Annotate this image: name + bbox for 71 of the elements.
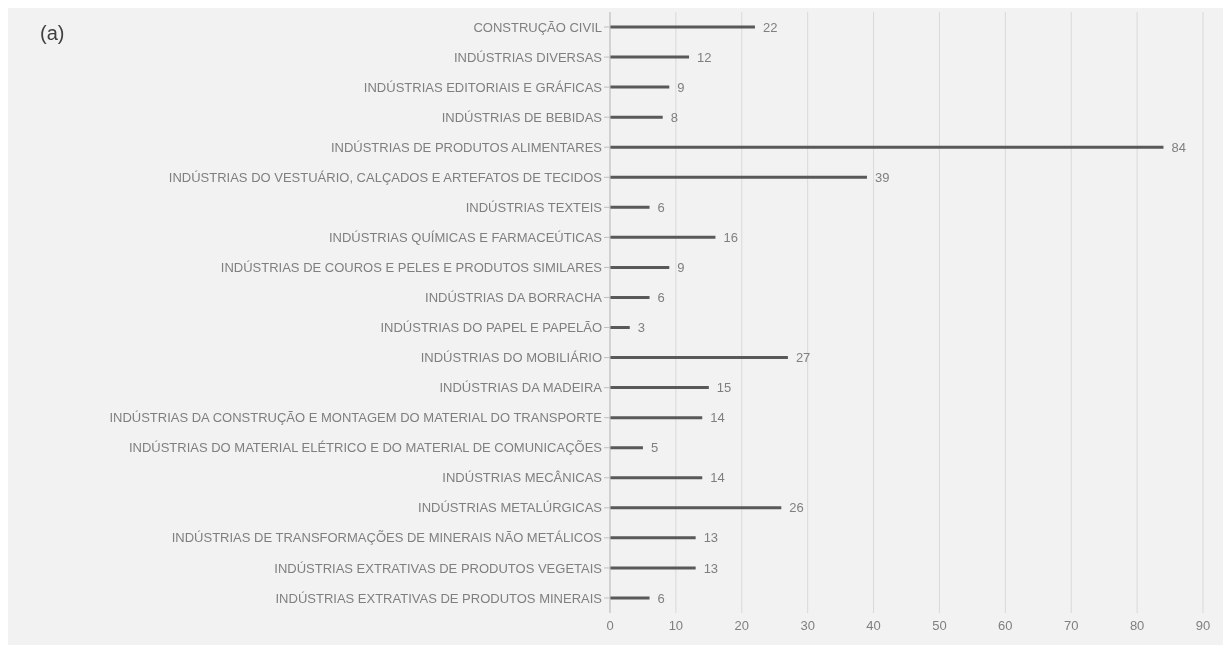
data-label: 6 <box>657 590 665 606</box>
data-label: 5 <box>650 440 659 456</box>
x-tick-label: 80 <box>1129 618 1145 634</box>
data-label: 3 <box>637 320 645 336</box>
y-tick-label: INDÚSTRIAS METALÚRGICAS <box>418 500 603 516</box>
bar <box>610 326 630 330</box>
bar <box>610 85 670 89</box>
y-tick-label: INDÚSTRIAS TEXTEIS <box>465 199 603 215</box>
text: (a) <box>40 22 65 45</box>
data-label: 39 <box>874 169 890 185</box>
y-tick-label: INDÚSTRIAS DO MATERIAL ELÉTRICO E DO MATERIAL DE COMUNICAÇÕES <box>128 440 603 456</box>
data-label: 8 <box>670 109 678 125</box>
bar <box>610 566 696 570</box>
x-tick-label: 50 <box>932 618 947 634</box>
bar <box>610 506 782 510</box>
x-tick-label: 0 <box>606 618 614 634</box>
y-tick-label: INDÚSTRIAS EXTRATIVAS DE PRODUTOS VEGETAIS <box>274 560 603 576</box>
bar <box>610 386 709 390</box>
data-label: 9 <box>677 260 685 276</box>
bar <box>610 356 788 360</box>
y-tick-label: INDÚSTRIAS EXTRATIVAS DE PRODUTOS MINERAIS <box>275 590 603 606</box>
y-tick-label: INDÚSTRIAS DA CONSTRUÇÃO E MONTAGEM DO MATERIAL DO TRANSPORTE <box>109 410 603 426</box>
data-label: 22 <box>762 19 778 35</box>
bar <box>610 476 703 480</box>
y-tick-label: INDÚSTRIAS QUÍMICAS E FARMACEÚTICAS <box>328 229 603 245</box>
bar <box>610 596 650 600</box>
bar <box>610 446 643 450</box>
y-tick-label: INDÚSTRIAS DE COUROS E PELES E PRODUTOS SIMILARES <box>220 260 603 276</box>
bar <box>610 25 755 29</box>
bar <box>610 175 867 179</box>
data-label: 13 <box>703 530 719 546</box>
y-tick-label: INDÚSTRIAS DO PAPEL E PAPELÃO <box>380 320 602 336</box>
bar <box>610 205 650 209</box>
data-label: 9 <box>677 79 685 95</box>
y-tick-label: INDÚSTRIAS MECÂNICAS <box>442 470 603 486</box>
bar <box>610 416 703 420</box>
y-tick-label: INDÚSTRIAS EDITORIAIS E GRÁFICAS <box>363 79 603 95</box>
y-tick-label: CONSTRUÇÃO CIVIL <box>473 19 602 35</box>
bar <box>610 115 663 119</box>
bar <box>610 235 716 239</box>
bar <box>610 145 1164 149</box>
y-tick-label: INDÚSTRIAS DE TRANSFORMAÇÕES DE MINERAIS NÃO METÁLICOS <box>171 530 603 546</box>
data-label: 14 <box>710 410 725 426</box>
data-label: 15 <box>716 380 732 396</box>
x-tick-label: 40 <box>866 618 881 634</box>
data-label: 16 <box>723 229 738 245</box>
bar <box>610 295 650 299</box>
y-tick-label: INDÚSTRIAS DA MADEIRA <box>439 380 603 396</box>
bar <box>610 265 670 269</box>
bar <box>610 55 690 59</box>
x-tick-label: 30 <box>800 618 815 634</box>
bar <box>610 536 696 540</box>
data-label: 26 <box>789 500 804 516</box>
data-label: 6 <box>657 290 665 306</box>
x-tick-label: 60 <box>998 618 1013 634</box>
data-label: 6 <box>657 199 665 215</box>
x-tick-label: 70 <box>1063 618 1079 634</box>
x-tick-label: 10 <box>668 618 684 634</box>
y-tick-label: INDÚSTRIAS DE BEBIDAS <box>441 109 603 125</box>
data-label: 84 <box>1171 139 1186 155</box>
data-label: 27 <box>795 350 811 366</box>
x-tick-label: 90 <box>1195 618 1211 634</box>
data-label: 14 <box>710 470 725 486</box>
data-label: 13 <box>703 560 719 576</box>
y-tick-label: INDÚSTRIAS DE PRODUTOS ALIMENTARES <box>330 139 603 155</box>
y-tick-label: INDÚSTRIAS DO VESTUÁRIO, CALÇADOS E ARTEFATOS DE TECIDOS <box>168 169 603 185</box>
data-label: 12 <box>697 49 712 65</box>
y-tick-label: INDÚSTRIAS DA BORRACHA <box>425 290 603 306</box>
x-tick-label: 20 <box>734 618 750 634</box>
y-tick-label: INDÚSTRIAS DIVERSAS <box>453 49 603 65</box>
y-tick-label: INDÚSTRIAS DO MOBILIÁRIO <box>420 350 602 366</box>
